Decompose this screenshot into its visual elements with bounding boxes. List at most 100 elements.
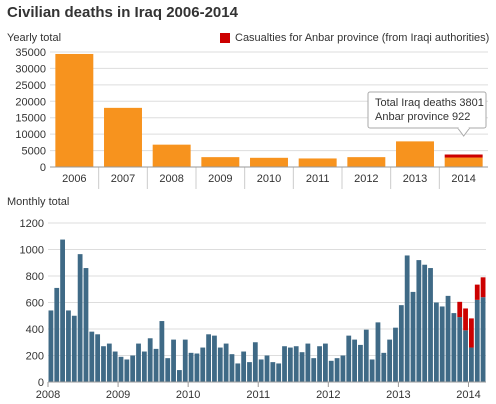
monthly-bar — [474, 299, 480, 382]
monthly-bar — [217, 347, 223, 382]
yearly-y-tick-label: 35000 — [15, 47, 46, 59]
monthly-x-tick-label: 2009 — [106, 389, 130, 401]
monthly-bar — [398, 305, 404, 382]
monthly-bar — [229, 354, 235, 382]
monthly-bar — [375, 322, 381, 382]
yearly-y-tick-label: 15000 — [15, 113, 46, 125]
monthly-x-tick-label: 2012 — [316, 389, 340, 401]
monthly-bar — [147, 338, 153, 382]
monthly-y-tick-label: 1200 — [20, 218, 44, 230]
monthly-bar — [60, 239, 65, 382]
monthly-bar — [66, 310, 71, 382]
monthly-bar — [358, 344, 363, 382]
monthly-x-tick-label: 2008 — [36, 389, 60, 401]
monthly-bar — [48, 310, 54, 382]
monthly-bar — [346, 335, 352, 382]
monthly-bar — [124, 359, 130, 382]
monthly-bar — [328, 360, 334, 382]
yearly-bar-anbar — [444, 154, 483, 158]
monthly-bar — [252, 342, 258, 382]
yearly-annotation-box — [367, 91, 487, 129]
monthly-bar — [258, 359, 264, 382]
yearly-bar — [396, 141, 434, 167]
yearly-bar — [347, 157, 386, 167]
yearly-bar — [55, 53, 94, 167]
monthly-bar — [247, 362, 252, 382]
monthly-bar — [136, 343, 141, 382]
yearly-annotation-text: Anbar province 922 — [375, 111, 470, 123]
monthly-bar — [480, 297, 486, 382]
monthly-bar-anbar — [480, 277, 486, 298]
monthly-bar — [153, 348, 159, 382]
yearly-y-tick-label: 5000 — [22, 146, 46, 158]
yearly-annotation-text: Total Iraq deaths 3801 — [375, 97, 484, 109]
monthly-bar — [317, 346, 322, 382]
monthly-bar — [381, 352, 387, 382]
yearly-x-tick-label: 2012 — [354, 173, 378, 185]
monthly-bar — [276, 363, 282, 382]
monthly-y-tick-label: 600 — [26, 298, 44, 310]
yearly-x-tick-label: 2007 — [111, 173, 135, 185]
yearly-x-tick-label: 2010 — [257, 173, 281, 185]
monthly-bar — [363, 329, 369, 382]
monthly-bar — [241, 351, 247, 382]
monthly-bar — [287, 347, 293, 382]
monthly-bar — [445, 295, 451, 382]
legend: Casualties for Anbar province (from Iraq… — [220, 32, 489, 44]
monthly-bar — [387, 339, 393, 382]
monthly-bar — [106, 343, 112, 382]
monthly-bar — [428, 268, 433, 382]
monthly-bar — [112, 351, 118, 382]
monthly-x-tick-label: 2010 — [176, 389, 200, 401]
yearly-annotation-pointer — [457, 127, 471, 137]
monthly-bar-anbar — [463, 308, 468, 331]
monthly-x-tick-label: 2011 — [246, 389, 270, 401]
monthly-bar — [299, 352, 305, 382]
monthly-bar — [101, 346, 106, 382]
monthly-bar — [194, 353, 200, 382]
monthly-bar — [270, 362, 276, 382]
monthly-bar — [469, 347, 474, 382]
monthly-bar — [212, 335, 217, 382]
monthly-bar — [165, 358, 171, 382]
monthly-bar-anbar — [474, 284, 480, 300]
monthly-bar — [206, 334, 211, 382]
monthly-bar — [404, 255, 410, 382]
monthly-bar — [334, 358, 340, 382]
yearly-y-tick-label: 10000 — [15, 129, 46, 141]
yearly-x-tick-label: 2014 — [451, 173, 475, 185]
monthly-y-tick-label: 1000 — [20, 245, 44, 257]
monthly-bar — [171, 339, 176, 382]
monthly-bar — [83, 268, 89, 382]
monthly-bar — [422, 264, 428, 382]
monthly-y-tick-label: 200 — [26, 351, 44, 363]
legend-label-anbar: Casualties for Anbar province (from Iraq… — [235, 32, 490, 44]
monthly-bar — [223, 343, 229, 382]
monthly-bar — [159, 321, 165, 382]
monthly-bar — [141, 351, 147, 382]
monthly-bar — [293, 346, 299, 382]
monthly-bar — [439, 306, 445, 382]
monthly-bar-anbar — [457, 301, 463, 318]
monthly-bar — [457, 317, 463, 382]
monthly-bar — [77, 254, 83, 382]
yearly-bar — [152, 144, 191, 167]
monthly-bar — [311, 358, 317, 382]
monthly-bar — [95, 334, 101, 382]
yearly-bar — [444, 157, 483, 167]
yearly-y-tick-label: 25000 — [15, 80, 46, 92]
monthly-bar — [340, 355, 346, 382]
monthly-bar — [393, 327, 398, 382]
monthly-y-tick-label: 400 — [26, 324, 44, 336]
monthly-bar — [410, 291, 416, 382]
yearly-y-tick-label: 30000 — [15, 63, 46, 75]
monthly-bar — [235, 363, 241, 382]
monthly-bar — [118, 356, 124, 382]
yearly-x-tick-label: 2013 — [403, 173, 427, 185]
monthly-y-tick-label: 0 — [38, 377, 44, 389]
monthly-bar-anbar — [469, 318, 474, 348]
monthly-bar — [433, 302, 439, 382]
monthly-bar — [416, 260, 422, 382]
monthly-bar — [200, 347, 206, 382]
